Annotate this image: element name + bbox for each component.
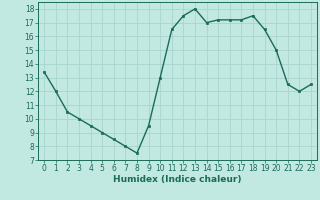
X-axis label: Humidex (Indice chaleur): Humidex (Indice chaleur) [113, 175, 242, 184]
